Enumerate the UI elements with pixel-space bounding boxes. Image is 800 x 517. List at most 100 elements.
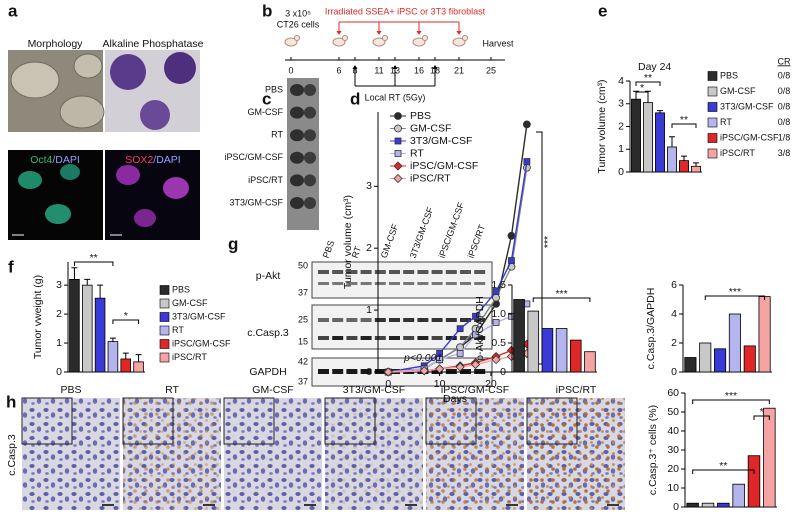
marker [492, 319, 500, 326]
annotation: * [640, 82, 644, 94]
band [346, 336, 358, 340]
band [445, 336, 457, 340]
y-tick-label: 2 [618, 120, 624, 132]
bar [699, 342, 712, 373]
marker [522, 120, 531, 129]
y-tick-label: 0 [671, 366, 677, 378]
bar [728, 313, 741, 373]
band [431, 336, 443, 340]
tumor [290, 197, 304, 209]
panel-label: e [598, 1, 607, 20]
lane-label: 3T3/GM-CSF [408, 205, 436, 259]
radiation-label: Local RT (5Gy) [365, 92, 426, 102]
band [389, 282, 400, 285]
band [417, 318, 429, 322]
band [374, 282, 386, 285]
day-label: 11 [374, 65, 383, 75]
colony [59, 95, 105, 129]
y-tick-label: 2 [366, 242, 372, 254]
significance-bracket [692, 469, 755, 474]
annotation: * [124, 310, 128, 322]
bar [655, 112, 665, 173]
group-label: iPSC/RT [248, 175, 283, 185]
band [346, 369, 358, 374]
marker [455, 362, 465, 372]
band [346, 282, 358, 285]
error-bar [681, 155, 687, 161]
annotation: ** [90, 252, 98, 264]
colony [110, 54, 146, 90]
tumor [304, 84, 316, 96]
legend-swatch [707, 148, 718, 159]
bar [643, 102, 653, 173]
annotation: ** [680, 114, 688, 126]
marker [394, 124, 402, 133]
mw-marker: 25 [298, 314, 308, 324]
y-tick-label: 1 [618, 143, 624, 155]
lane-label: GM-CSF [379, 222, 401, 259]
error-bar [669, 136, 675, 147]
band [403, 270, 415, 274]
band [360, 369, 372, 374]
bar [747, 455, 761, 508]
band [332, 282, 344, 285]
tumor [290, 151, 304, 164]
cells-count: 3 x10⁵ [285, 8, 311, 18]
legend-swatch [707, 71, 718, 81]
y-axis-label: Tumor volume (cm³) [342, 195, 354, 289]
cr-value: 0/8 [778, 101, 791, 111]
significance-bracket [753, 415, 770, 420]
legend-label: PBS [720, 70, 738, 80]
marker [435, 364, 445, 374]
day-label: 21 [454, 65, 464, 75]
group-label: iPSC/GM-CSF [225, 152, 284, 162]
bar [584, 351, 596, 373]
error-bar [122, 352, 129, 359]
bar [513, 299, 525, 373]
colony [45, 204, 71, 224]
marker [472, 331, 479, 339]
panel-a: Morphology Alkaline Phosphatase Oct4/DAP… [8, 38, 204, 240]
marker [456, 325, 464, 333]
arrow-head [416, 31, 422, 35]
band [332, 318, 344, 322]
bar [701, 502, 715, 508]
bar [631, 98, 641, 173]
bar [732, 483, 745, 508]
y-axis-label: c.Casp.3/GAPDH [645, 288, 657, 370]
colony [140, 100, 170, 130]
marker [383, 367, 393, 377]
band [318, 270, 329, 274]
y-tick-label: 0 [673, 501, 679, 513]
injection-label: Irradiated SSEA+ iPSC or 3T3 fibroblast [325, 6, 486, 16]
ihc-overlay [123, 398, 221, 510]
y-tick-label: 50 [667, 406, 679, 418]
bar [691, 165, 701, 173]
panel-label: d [350, 89, 360, 108]
tumor [304, 106, 316, 119]
stain-label: SOX2 [125, 154, 153, 166]
mw-marker: 37 [298, 376, 308, 386]
image-label: Morphology [28, 38, 84, 50]
day-label: 0 [288, 65, 293, 75]
band [431, 270, 443, 274]
inset [324, 397, 376, 445]
y-tick-label: 0 [500, 366, 506, 378]
bar [763, 407, 776, 508]
band [460, 318, 471, 322]
legend-swatch [707, 102, 718, 112]
bar [107, 341, 119, 373]
panel-labels: a b c d e f g h [6, 1, 607, 411]
band [332, 369, 344, 374]
marker [523, 158, 531, 165]
panel-label: g [228, 234, 238, 253]
band [431, 318, 443, 322]
mw-marker: 37 [298, 287, 308, 297]
panel-label: c [262, 89, 271, 108]
marker [472, 312, 479, 320]
legend-swatch [707, 117, 718, 128]
legend-label: iPSC/GM-CSF [410, 160, 478, 172]
panel-b: 3 x10⁵ CT26 cells Irradiated SSEA+ iPSC … [277, 6, 514, 102]
y-tick-label: 6 [671, 279, 677, 291]
band [360, 336, 372, 340]
